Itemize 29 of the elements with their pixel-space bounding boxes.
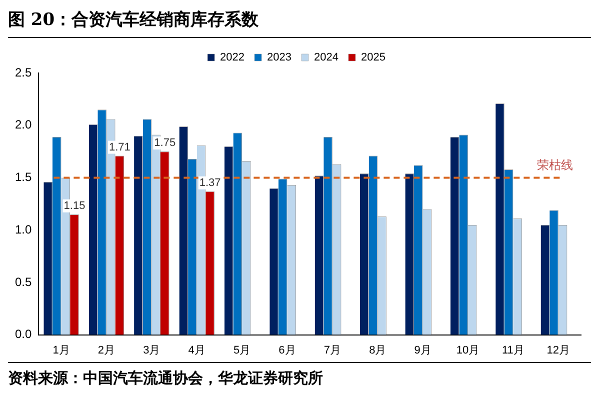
data-label: 1.37 — [199, 176, 221, 189]
y-tick-label: 1.5 — [14, 170, 32, 184]
y-tick-label: 0.5 — [14, 274, 32, 289]
text: 资料来源：中国汽车流通协会，华龙证券研究所 — [8, 362, 591, 388]
x-tick-label: 5月 — [233, 344, 251, 356]
x-tick-label: 4月 — [188, 344, 206, 356]
x-tick-label: 2月 — [98, 344, 116, 356]
data-label: 1.15 — [64, 200, 86, 212]
data-label: 1.71 — [108, 141, 130, 154]
y-tick-label: 2.5 — [14, 65, 32, 80]
x-tick-label: 6月 — [278, 344, 296, 356]
legend-label: 2025 — [360, 52, 386, 64]
x-tick-label: 8月 — [369, 344, 386, 356]
x-tick-label: 3月 — [143, 344, 160, 356]
data-label: 1.75 — [154, 137, 176, 150]
legend-label: 2022 — [220, 52, 245, 64]
ref-line-label: 荣枯线 — [537, 158, 573, 172]
x-tick-label: 1月 — [52, 344, 70, 356]
y-tick-label: 1.0 — [14, 222, 32, 236]
x-tick-label: 9月 — [414, 344, 432, 356]
x-tick-label: 11月 — [502, 344, 524, 356]
chart-title: 图 20：合资汽车经销商库存系数 — [8, 8, 591, 38]
x-tick-label: 10月 — [456, 344, 480, 356]
x-tick-label: 7月 — [324, 344, 341, 356]
legend-label: 2023 — [267, 52, 292, 64]
y-tick-label: 2.0 — [14, 118, 32, 132]
y-tick-label: 0.0 — [14, 327, 32, 342]
legend-label: 2024 — [314, 52, 338, 64]
x-tick-label: 12月 — [546, 344, 570, 356]
